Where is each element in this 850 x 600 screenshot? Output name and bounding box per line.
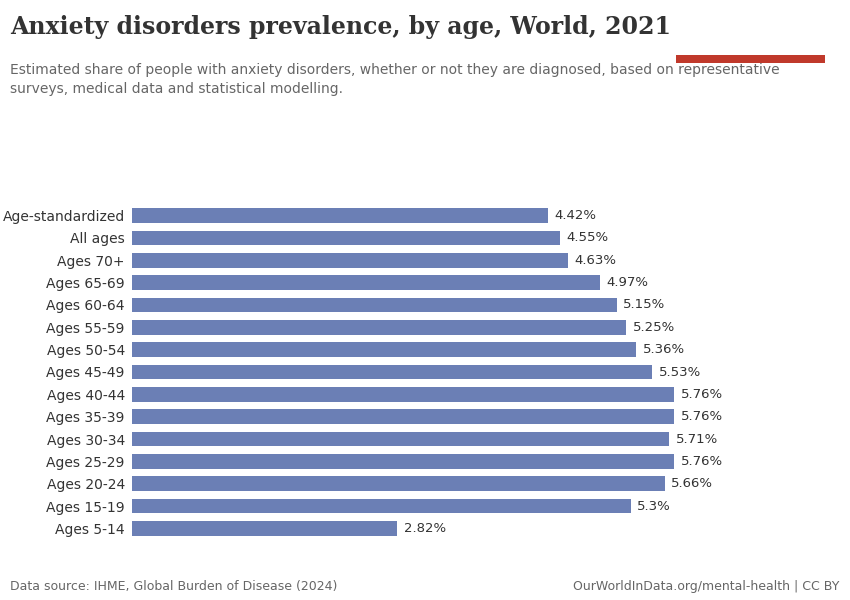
Bar (132, 208, 548, 223)
Text: 5.36%: 5.36% (643, 343, 685, 356)
Bar (132, 231, 560, 245)
Bar (132, 409, 674, 424)
Bar (132, 499, 631, 513)
Bar (132, 365, 653, 379)
Bar (676, 55, 824, 63)
Bar (132, 253, 568, 268)
Text: Our World
in Data: Our World in Data (717, 16, 784, 46)
Bar (132, 298, 616, 312)
Text: 5.53%: 5.53% (659, 365, 701, 379)
Text: Anxiety disorders prevalence, by age, World, 2021: Anxiety disorders prevalence, by age, Wo… (10, 15, 672, 39)
Text: 5.76%: 5.76% (681, 455, 722, 468)
Bar (132, 275, 600, 290)
Text: 5.66%: 5.66% (672, 477, 713, 490)
Bar (132, 454, 674, 469)
Bar (132, 432, 669, 446)
Text: 4.97%: 4.97% (606, 276, 649, 289)
Text: 5.25%: 5.25% (632, 321, 675, 334)
Text: 5.15%: 5.15% (623, 298, 666, 311)
Text: 5.3%: 5.3% (638, 500, 672, 512)
Bar (132, 343, 637, 357)
Text: 4.55%: 4.55% (567, 232, 609, 244)
Bar (132, 320, 626, 335)
Bar (132, 387, 674, 401)
Text: 4.63%: 4.63% (575, 254, 616, 267)
Text: 2.82%: 2.82% (404, 522, 446, 535)
Text: 5.76%: 5.76% (681, 388, 722, 401)
Bar (132, 476, 665, 491)
Text: Data source: IHME, Global Burden of Disease (2024): Data source: IHME, Global Burden of Dise… (10, 580, 337, 593)
Text: Estimated share of people with anxiety disorders, whether or not they are diagno: Estimated share of people with anxiety d… (10, 63, 779, 97)
Text: 5.71%: 5.71% (676, 433, 718, 446)
Text: 4.42%: 4.42% (554, 209, 597, 222)
Text: OurWorldInData.org/mental-health | CC BY: OurWorldInData.org/mental-health | CC BY (574, 580, 840, 593)
Text: 5.76%: 5.76% (681, 410, 722, 423)
Bar (132, 521, 397, 536)
